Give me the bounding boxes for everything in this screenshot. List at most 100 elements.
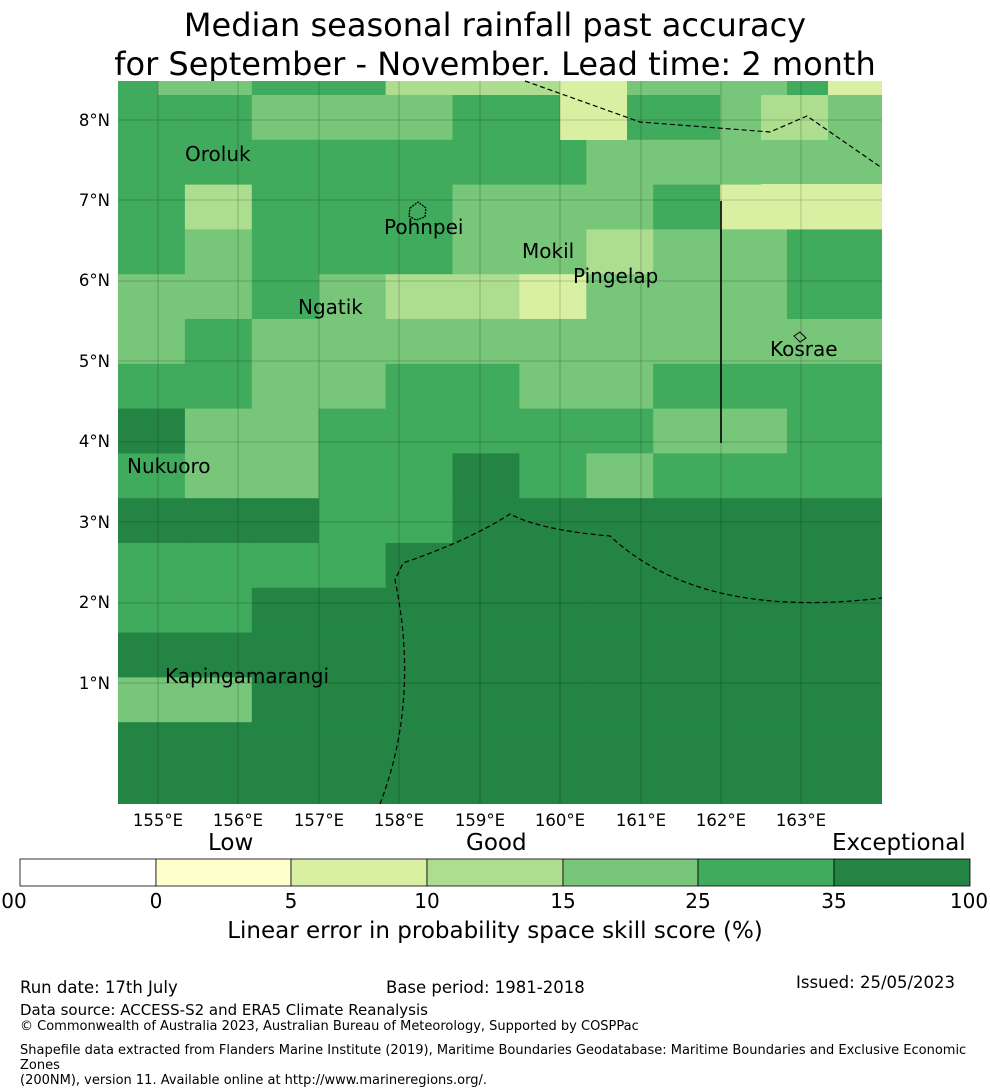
skill-cell	[251, 722, 320, 768]
skill-cell	[452, 498, 520, 544]
skill-cell	[720, 767, 788, 804]
skill-cell	[385, 363, 453, 410]
place-label-pingelap: Pingelap	[573, 264, 658, 288]
skill-cell	[318, 767, 387, 804]
skill-cell	[318, 363, 387, 410]
eez-boundary-south	[379, 513, 883, 805]
skill-cell	[385, 319, 453, 365]
legend-category-good: Good	[466, 830, 527, 856]
skill-cell	[787, 767, 882, 804]
skill-cell	[653, 184, 721, 230]
place-label-pohnpei: Pohnpei	[384, 215, 464, 239]
skill-cell	[653, 139, 721, 186]
data-source: Data source: ACCESS-S2 and ERA5 Climate …	[20, 1001, 428, 1019]
skill-cell	[318, 677, 387, 723]
shapefile-credit-line1: Shapefile data extracted from Flanders M…	[20, 1043, 967, 1073]
base-period: Base period: 1981-2018	[386, 978, 585, 997]
kosrae-island-outline	[793, 331, 807, 343]
skill-cell	[385, 453, 453, 499]
skill-cell	[586, 408, 654, 454]
skill-cell	[385, 677, 453, 723]
skill-cell	[519, 139, 587, 186]
skill-cell	[385, 408, 453, 454]
skill-cell	[251, 632, 320, 678]
skill-cell	[118, 543, 186, 589]
lat-label: 4°N	[79, 432, 110, 451]
skill-cell	[452, 408, 520, 454]
skill-cell	[519, 543, 587, 589]
legend-category-exceptional: Exceptional	[832, 830, 966, 856]
skill-cell	[519, 677, 587, 723]
colorbar-axis-label: Linear error in probability space skill …	[227, 918, 763, 944]
skill-cell	[385, 632, 453, 678]
pohnpei-island-outline	[408, 201, 427, 221]
skill-cell	[720, 543, 788, 589]
colorbar-swatch	[19, 858, 157, 887]
skill-cell	[118, 587, 186, 634]
skill-cell	[519, 184, 587, 230]
skill-cell	[519, 363, 587, 410]
skill-cell	[653, 274, 721, 320]
skill-cell	[184, 274, 253, 320]
skill-cell	[452, 319, 520, 365]
legend-category-low: Low	[208, 830, 254, 856]
lat-label: 6°N	[79, 271, 110, 290]
skill-cell	[118, 184, 186, 230]
skill-cell	[118, 632, 186, 678]
colorbar-swatch	[155, 858, 292, 887]
skill-cell	[720, 453, 788, 499]
skill-cell	[653, 587, 721, 634]
lat-label: 5°N	[79, 352, 110, 371]
skill-cell	[787, 408, 882, 454]
lon-label: 160°E	[535, 811, 585, 830]
lon-label: 155°E	[133, 811, 183, 830]
colorbar-swatch	[562, 858, 699, 887]
skill-cell	[452, 184, 520, 230]
skill-cell	[385, 498, 453, 544]
skill-cell	[251, 274, 320, 320]
skill-cell	[318, 184, 387, 230]
skill-cell	[519, 722, 587, 768]
skill-cell	[318, 95, 387, 141]
skill-cell	[184, 139, 253, 186]
chart-title-line1: Median seasonal rainfall past accuracy	[183, 6, 807, 44]
skill-cell	[318, 319, 387, 365]
skill-cell	[118, 139, 186, 186]
skill-cell	[385, 184, 453, 230]
skill-cell	[318, 632, 387, 678]
copyright-notice: © Commonwealth of Australia 2023, Austra…	[20, 1019, 639, 1034]
skill-cell	[251, 677, 320, 723]
skill-cell	[318, 229, 387, 275]
skill-cell	[118, 274, 186, 320]
chart-title-line2: for September - November. Lead time: 2 m…	[114, 45, 876, 83]
skill-cell	[720, 408, 788, 454]
colorbar-tick-label: 35	[821, 889, 847, 913]
skill-cell	[318, 498, 387, 544]
skill-cell	[586, 677, 654, 723]
skill-cell	[385, 543, 453, 589]
skill-cell	[761, 95, 828, 140]
skill-cell	[184, 632, 253, 678]
skill-cell	[251, 587, 320, 634]
place-label-kapingamarangi: Kapingamarangi	[165, 664, 329, 688]
skill-cell	[452, 453, 520, 499]
skill-cell	[653, 677, 721, 723]
shapefile-credit: Shapefile data extracted from Flanders M…	[20, 1043, 980, 1088]
skill-cell	[519, 408, 587, 454]
skill-cell	[787, 632, 882, 678]
skill-cell	[251, 408, 320, 454]
skill-cell	[385, 139, 453, 186]
colorbar-tick-label: -100	[0, 889, 27, 913]
skill-cell	[586, 453, 654, 499]
skill-cell	[118, 408, 186, 454]
skill-cell	[653, 95, 721, 141]
skill-cell	[653, 722, 721, 768]
skill-cell	[184, 319, 253, 365]
colorbar-swatch	[833, 858, 971, 887]
skill-cell	[720, 229, 788, 275]
colorbar-tick-label: 5	[284, 889, 298, 913]
skill-cell	[118, 95, 186, 141]
skill-cell	[653, 453, 721, 499]
skill-cell	[385, 767, 453, 804]
